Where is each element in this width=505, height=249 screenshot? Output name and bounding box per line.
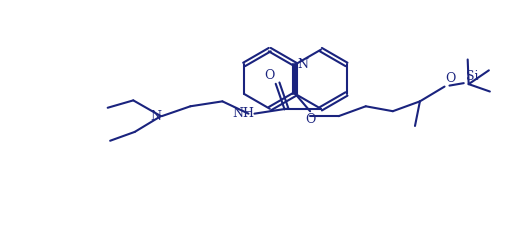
Text: O: O [445, 72, 456, 85]
Text: NH: NH [232, 107, 254, 120]
Text: O: O [265, 69, 275, 82]
Text: Si: Si [466, 70, 478, 83]
Text: N: N [298, 58, 309, 71]
Text: N: N [150, 110, 161, 123]
Text: O: O [305, 113, 315, 126]
